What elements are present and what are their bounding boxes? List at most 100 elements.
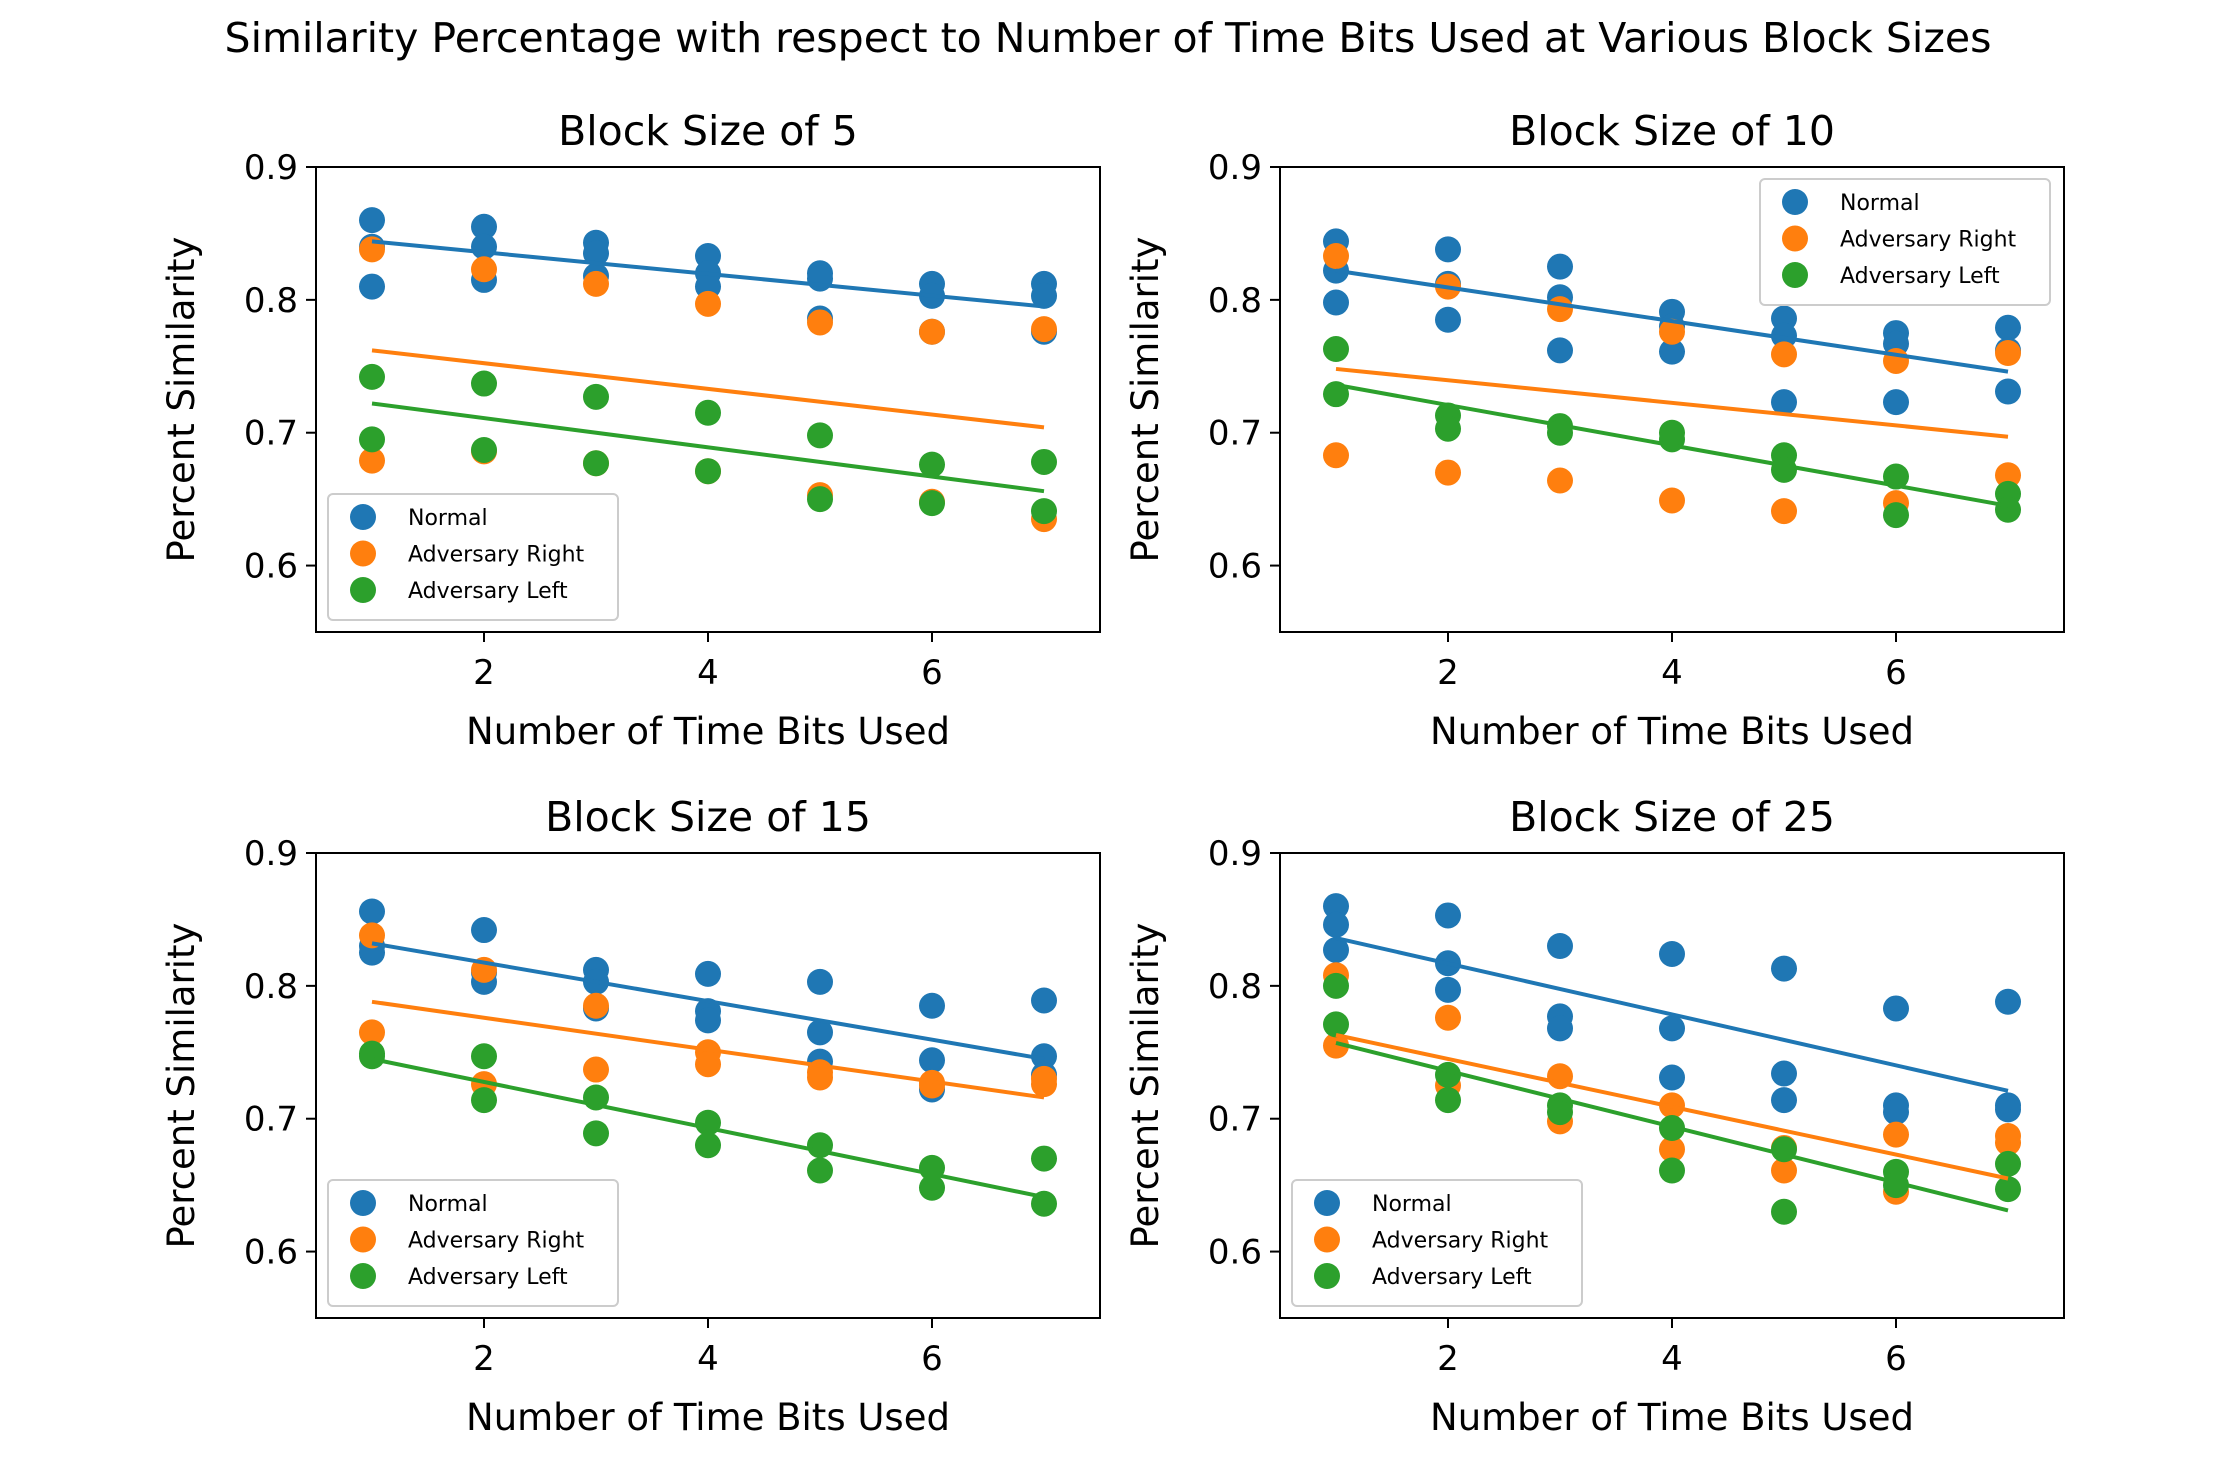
- subplot-title: Block Size of 10: [1509, 107, 1835, 155]
- x-tick-label: 4: [697, 653, 719, 693]
- legend-label: Adversary Right: [408, 1229, 585, 1254]
- data-point: [1771, 955, 1797, 982]
- data-point: [1771, 498, 1797, 525]
- x-tick-label: 6: [1885, 653, 1907, 693]
- trend-line: [1335, 268, 2009, 374]
- legend-label: Adversary Right: [1840, 228, 2017, 253]
- data-point: [1995, 496, 2021, 523]
- subplot-1: Block Size of 5 2 4 6 0.6 0.7 0.8 0.9 Number of …: [160, 107, 1101, 753]
- data-point: [807, 968, 833, 995]
- trend-line: [1335, 366, 2009, 439]
- data-point: [583, 383, 609, 410]
- y-tick-label: 0.6: [244, 1233, 298, 1273]
- data-point: [1771, 341, 1797, 368]
- data-point: [1995, 988, 2021, 1015]
- trend-line: [1335, 382, 2009, 508]
- data-point: [1883, 502, 1909, 529]
- x-tick-label: 2: [473, 1339, 495, 1379]
- data-point: [1435, 902, 1461, 929]
- x-tick-label: 6: [1885, 1339, 1907, 1379]
- data-point: [1323, 289, 1349, 316]
- legend-label: Adversary Left: [408, 579, 568, 604]
- data-point: [695, 1051, 721, 1078]
- y-tick-label: 0.9: [1208, 834, 1262, 874]
- data-point: [1435, 415, 1461, 442]
- data-point: [695, 1132, 721, 1159]
- data-point: [695, 458, 721, 485]
- data-point: [1883, 389, 1909, 416]
- legend: Normal Adversary Right Adversary Left: [1291, 1179, 1583, 1307]
- data-point: [1547, 467, 1573, 494]
- data-point: [471, 917, 497, 944]
- data-point: [471, 1087, 497, 1114]
- data-point: [471, 213, 497, 240]
- data-point: [583, 1056, 609, 1083]
- data-point: [1659, 318, 1685, 345]
- data-point: [1031, 1145, 1057, 1172]
- trend-line: [1335, 1033, 2009, 1181]
- data-point: [1031, 316, 1057, 343]
- legend: Normal Adversary Right Adversary Left: [1759, 178, 2051, 306]
- data-point: [1659, 487, 1685, 514]
- data-point: [359, 922, 385, 949]
- data-point: [1771, 322, 1797, 349]
- legend-label: Normal: [1372, 1192, 1452, 1217]
- data-point: [1323, 972, 1349, 999]
- y-tick-label: 0.7: [244, 414, 298, 454]
- data-point: [807, 1019, 833, 1046]
- legend-label: Normal: [1840, 191, 1920, 216]
- data-point: [695, 960, 721, 987]
- legend-box: [327, 1179, 619, 1307]
- x-tick-label: 2: [1437, 653, 1459, 693]
- data-point: [1547, 337, 1573, 364]
- data-point: [583, 240, 609, 267]
- trend-line: [371, 401, 1045, 494]
- x-tick-label: 4: [697, 1339, 719, 1379]
- data-point: [1435, 1087, 1461, 1114]
- legend-label: Adversary Right: [1372, 1229, 1549, 1254]
- data-point: [471, 233, 497, 260]
- legend-marker: [1314, 1226, 1340, 1253]
- data-point: [1659, 940, 1685, 967]
- data-point: [1883, 1121, 1909, 1148]
- data-point: [1659, 1064, 1685, 1091]
- legend-label: Adversary Left: [408, 1265, 568, 1290]
- y-tick-label: 0.6: [244, 547, 298, 587]
- data-point: [1995, 1096, 2021, 1123]
- data-point: [1883, 1172, 1909, 1199]
- data-point: [695, 399, 721, 426]
- subplot-title: Block Size of 5: [558, 107, 858, 155]
- legend: Normal Adversary Right Adversary Left: [327, 1179, 619, 1307]
- trend-line: [371, 239, 1045, 309]
- x-tick-label: 4: [1661, 653, 1683, 693]
- y-tick-label: 0.9: [1208, 148, 1262, 188]
- series-adversary-left: [359, 1040, 1057, 1217]
- data-point: [1995, 1129, 2021, 1156]
- y-axis-label: Percent Similarity: [160, 237, 203, 563]
- series-normal: [1323, 893, 2021, 1126]
- x-axis-label: Number of Time Bits Used: [466, 710, 950, 753]
- legend-marker: [1782, 225, 1808, 252]
- data-point: [1323, 336, 1349, 363]
- data-point: [1323, 1032, 1349, 1059]
- legend-marker: [1782, 262, 1808, 288]
- legend-box: [1759, 178, 2051, 306]
- data-point: [695, 1007, 721, 1034]
- data-point: [583, 270, 609, 297]
- x-tick-label: 2: [473, 653, 495, 693]
- x-axis-label: Number of Time Bits Used: [1430, 1396, 1914, 1439]
- data-point: [1031, 987, 1057, 1014]
- legend-box: [1291, 1179, 1583, 1307]
- data-point: [1323, 893, 1349, 920]
- data-point: [1995, 462, 2021, 489]
- data-point: [807, 486, 833, 513]
- subplot-3: Block Size of 15 2 4 6 0.6 0.7 0.8 0.9 Number of…: [160, 793, 1101, 1439]
- data-point: [1031, 448, 1057, 475]
- x-tick-label: 6: [921, 1339, 943, 1379]
- data-point: [807, 265, 833, 292]
- data-point: [1771, 1198, 1797, 1225]
- data-point: [583, 992, 609, 1019]
- data-point: [1323, 936, 1349, 963]
- subplot-2: Block Size of 10 2 4 6 0.6 0.7 0.8 0.9 Number of…: [1124, 107, 2065, 753]
